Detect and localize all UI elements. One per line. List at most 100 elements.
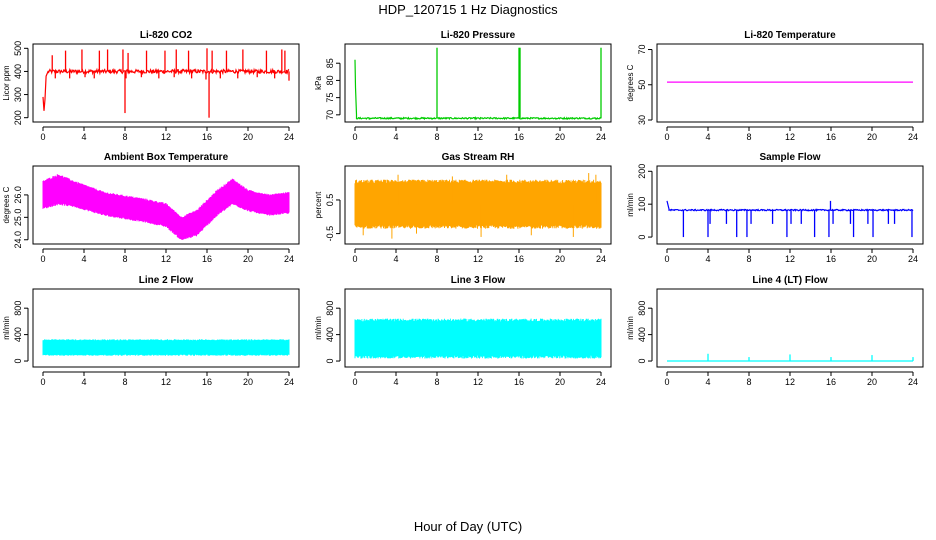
x-tick-label: 12 bbox=[161, 377, 171, 387]
x-tick-label: 12 bbox=[785, 132, 795, 142]
chart-panel: Line 4 (LT) Flow ml/min 0 4 8 12 16 20 24 0 400 800 bbox=[626, 275, 924, 387]
x-tick-label: 4 bbox=[705, 377, 710, 387]
band-series bbox=[354, 179, 602, 229]
y-axis-label: kPa bbox=[314, 76, 323, 90]
x-tick-label: 0 bbox=[40, 132, 45, 142]
x-tick-label: 20 bbox=[243, 132, 253, 142]
x-tick-label: 0 bbox=[352, 377, 357, 387]
x-tick-label: 16 bbox=[826, 377, 836, 387]
x-tick-label: 12 bbox=[785, 377, 795, 387]
plot-frame bbox=[656, 288, 924, 368]
x-tick-label: 16 bbox=[826, 132, 836, 142]
x-tick-label: 8 bbox=[434, 377, 439, 387]
y-tick-label: 0.5 bbox=[325, 194, 335, 207]
y-tick-label: 800 bbox=[13, 301, 23, 316]
y-tick-label: 800 bbox=[325, 301, 335, 316]
x-tick-label: 16 bbox=[514, 132, 524, 142]
plot-frame bbox=[656, 165, 924, 245]
x-tick-label: 24 bbox=[908, 377, 918, 387]
x-tick-label: 8 bbox=[746, 132, 751, 142]
y-tick-label: 26.0 bbox=[13, 186, 23, 204]
y-axis-label: ml/min bbox=[2, 316, 11, 340]
x-tick-label: 4 bbox=[705, 132, 710, 142]
x-tick-label: 8 bbox=[434, 132, 439, 142]
x-tick-label: 0 bbox=[352, 254, 357, 264]
chart-panel: Sample Flow ml/min 0 4 8 12 16 20 24 0 100 200 bbox=[626, 152, 924, 264]
plot-frame bbox=[344, 43, 612, 123]
x-tick-label: 12 bbox=[473, 132, 483, 142]
x-tick-label: 24 bbox=[908, 132, 918, 142]
y-axis-label: degrees C bbox=[626, 64, 635, 101]
plot-area bbox=[42, 48, 290, 118]
y-tick-label: 50 bbox=[637, 80, 647, 90]
x-tick-label: 4 bbox=[393, 254, 398, 264]
x-tick-label: 16 bbox=[202, 132, 212, 142]
band-series bbox=[42, 174, 290, 240]
y-tick-label: 400 bbox=[13, 327, 23, 342]
x-tick-label: 16 bbox=[202, 254, 212, 264]
x-tick-label: 16 bbox=[826, 254, 836, 264]
chart-title: Li-820 CO2 bbox=[140, 30, 193, 41]
chart-title: Sample Flow bbox=[759, 152, 820, 163]
x-tick-label: 16 bbox=[514, 254, 524, 264]
chart-title: Li-820 Pressure bbox=[441, 30, 516, 41]
chart-panel: Li-820 Temperature degrees C 0 4 8 12 16 20 24 30… bbox=[626, 30, 924, 142]
chart-title: Ambient Box Temperature bbox=[104, 152, 229, 163]
y-tick-label: 0 bbox=[13, 359, 23, 364]
x-tick-label: 8 bbox=[434, 254, 439, 264]
y-tick-label: 25.0 bbox=[13, 209, 23, 227]
chart-panel: Li-820 Pressure kPa 0 4 8 12 16 20 24 70 75 80 85 bbox=[314, 30, 612, 142]
y-tick-label: 85 bbox=[325, 58, 335, 68]
x-tick-label: 20 bbox=[555, 254, 565, 264]
plot-area bbox=[354, 47, 602, 121]
chart-panel: Gas Stream RH percent 0 4 8 12 16 20 24 -0.5 0.5 bbox=[314, 152, 612, 264]
y-tick-label: 80 bbox=[325, 75, 335, 85]
y-tick-label: 400 bbox=[13, 64, 23, 79]
plot-area bbox=[354, 318, 602, 359]
y-axis-label: Licor ppm bbox=[2, 65, 11, 100]
series-line bbox=[666, 200, 914, 213]
figure-x-axis-label: Hour of Day (UTC) bbox=[414, 519, 522, 534]
x-tick-label: 8 bbox=[122, 132, 127, 142]
series-line bbox=[42, 67, 290, 111]
x-tick-label: 20 bbox=[555, 132, 565, 142]
x-tick-label: 0 bbox=[40, 377, 45, 387]
figure-title: HDP_120715 1 Hz Diagnostics bbox=[378, 2, 558, 17]
y-tick-label: 0 bbox=[637, 359, 647, 364]
x-tick-label: 24 bbox=[596, 132, 606, 142]
chart-panel: Li-820 CO2 Licor ppm 0 4 8 12 16 20 24 200 300 400 5… bbox=[2, 30, 300, 142]
x-tick-label: 8 bbox=[122, 254, 127, 264]
y-tick-label: 500 bbox=[13, 41, 23, 56]
y-tick-label: 70 bbox=[325, 110, 335, 120]
x-tick-label: 20 bbox=[867, 132, 877, 142]
x-tick-label: 4 bbox=[393, 377, 398, 387]
plot-frame bbox=[32, 288, 300, 368]
plot-frame bbox=[344, 165, 612, 245]
x-tick-label: 20 bbox=[867, 377, 877, 387]
y-tick-label: 400 bbox=[325, 327, 335, 342]
y-tick-label: -0.5 bbox=[325, 226, 335, 242]
x-tick-label: 12 bbox=[785, 254, 795, 264]
plot-frame bbox=[344, 288, 612, 368]
y-tick-label: 200 bbox=[637, 164, 647, 179]
x-tick-label: 0 bbox=[664, 132, 669, 142]
y-axis-label: degrees C bbox=[2, 186, 11, 223]
y-tick-label: 0 bbox=[637, 235, 647, 240]
x-tick-label: 4 bbox=[705, 254, 710, 264]
series-line bbox=[354, 59, 602, 121]
y-tick-label: 30 bbox=[637, 115, 647, 125]
chart-panel: Line 3 Flow ml/min 0 4 8 12 16 20 24 0 400 800 bbox=[314, 275, 612, 387]
y-tick-label: 24.0 bbox=[13, 231, 23, 249]
x-tick-label: 4 bbox=[81, 132, 86, 142]
x-tick-label: 20 bbox=[243, 377, 253, 387]
plot-area bbox=[42, 174, 290, 240]
chart-title: Gas Stream RH bbox=[442, 152, 515, 163]
plot-area bbox=[666, 200, 914, 238]
y-axis-label: ml/min bbox=[626, 316, 635, 340]
y-axis-label: percent bbox=[314, 191, 323, 218]
x-tick-label: 0 bbox=[40, 254, 45, 264]
x-tick-label: 8 bbox=[122, 377, 127, 387]
plot-area bbox=[42, 339, 290, 356]
